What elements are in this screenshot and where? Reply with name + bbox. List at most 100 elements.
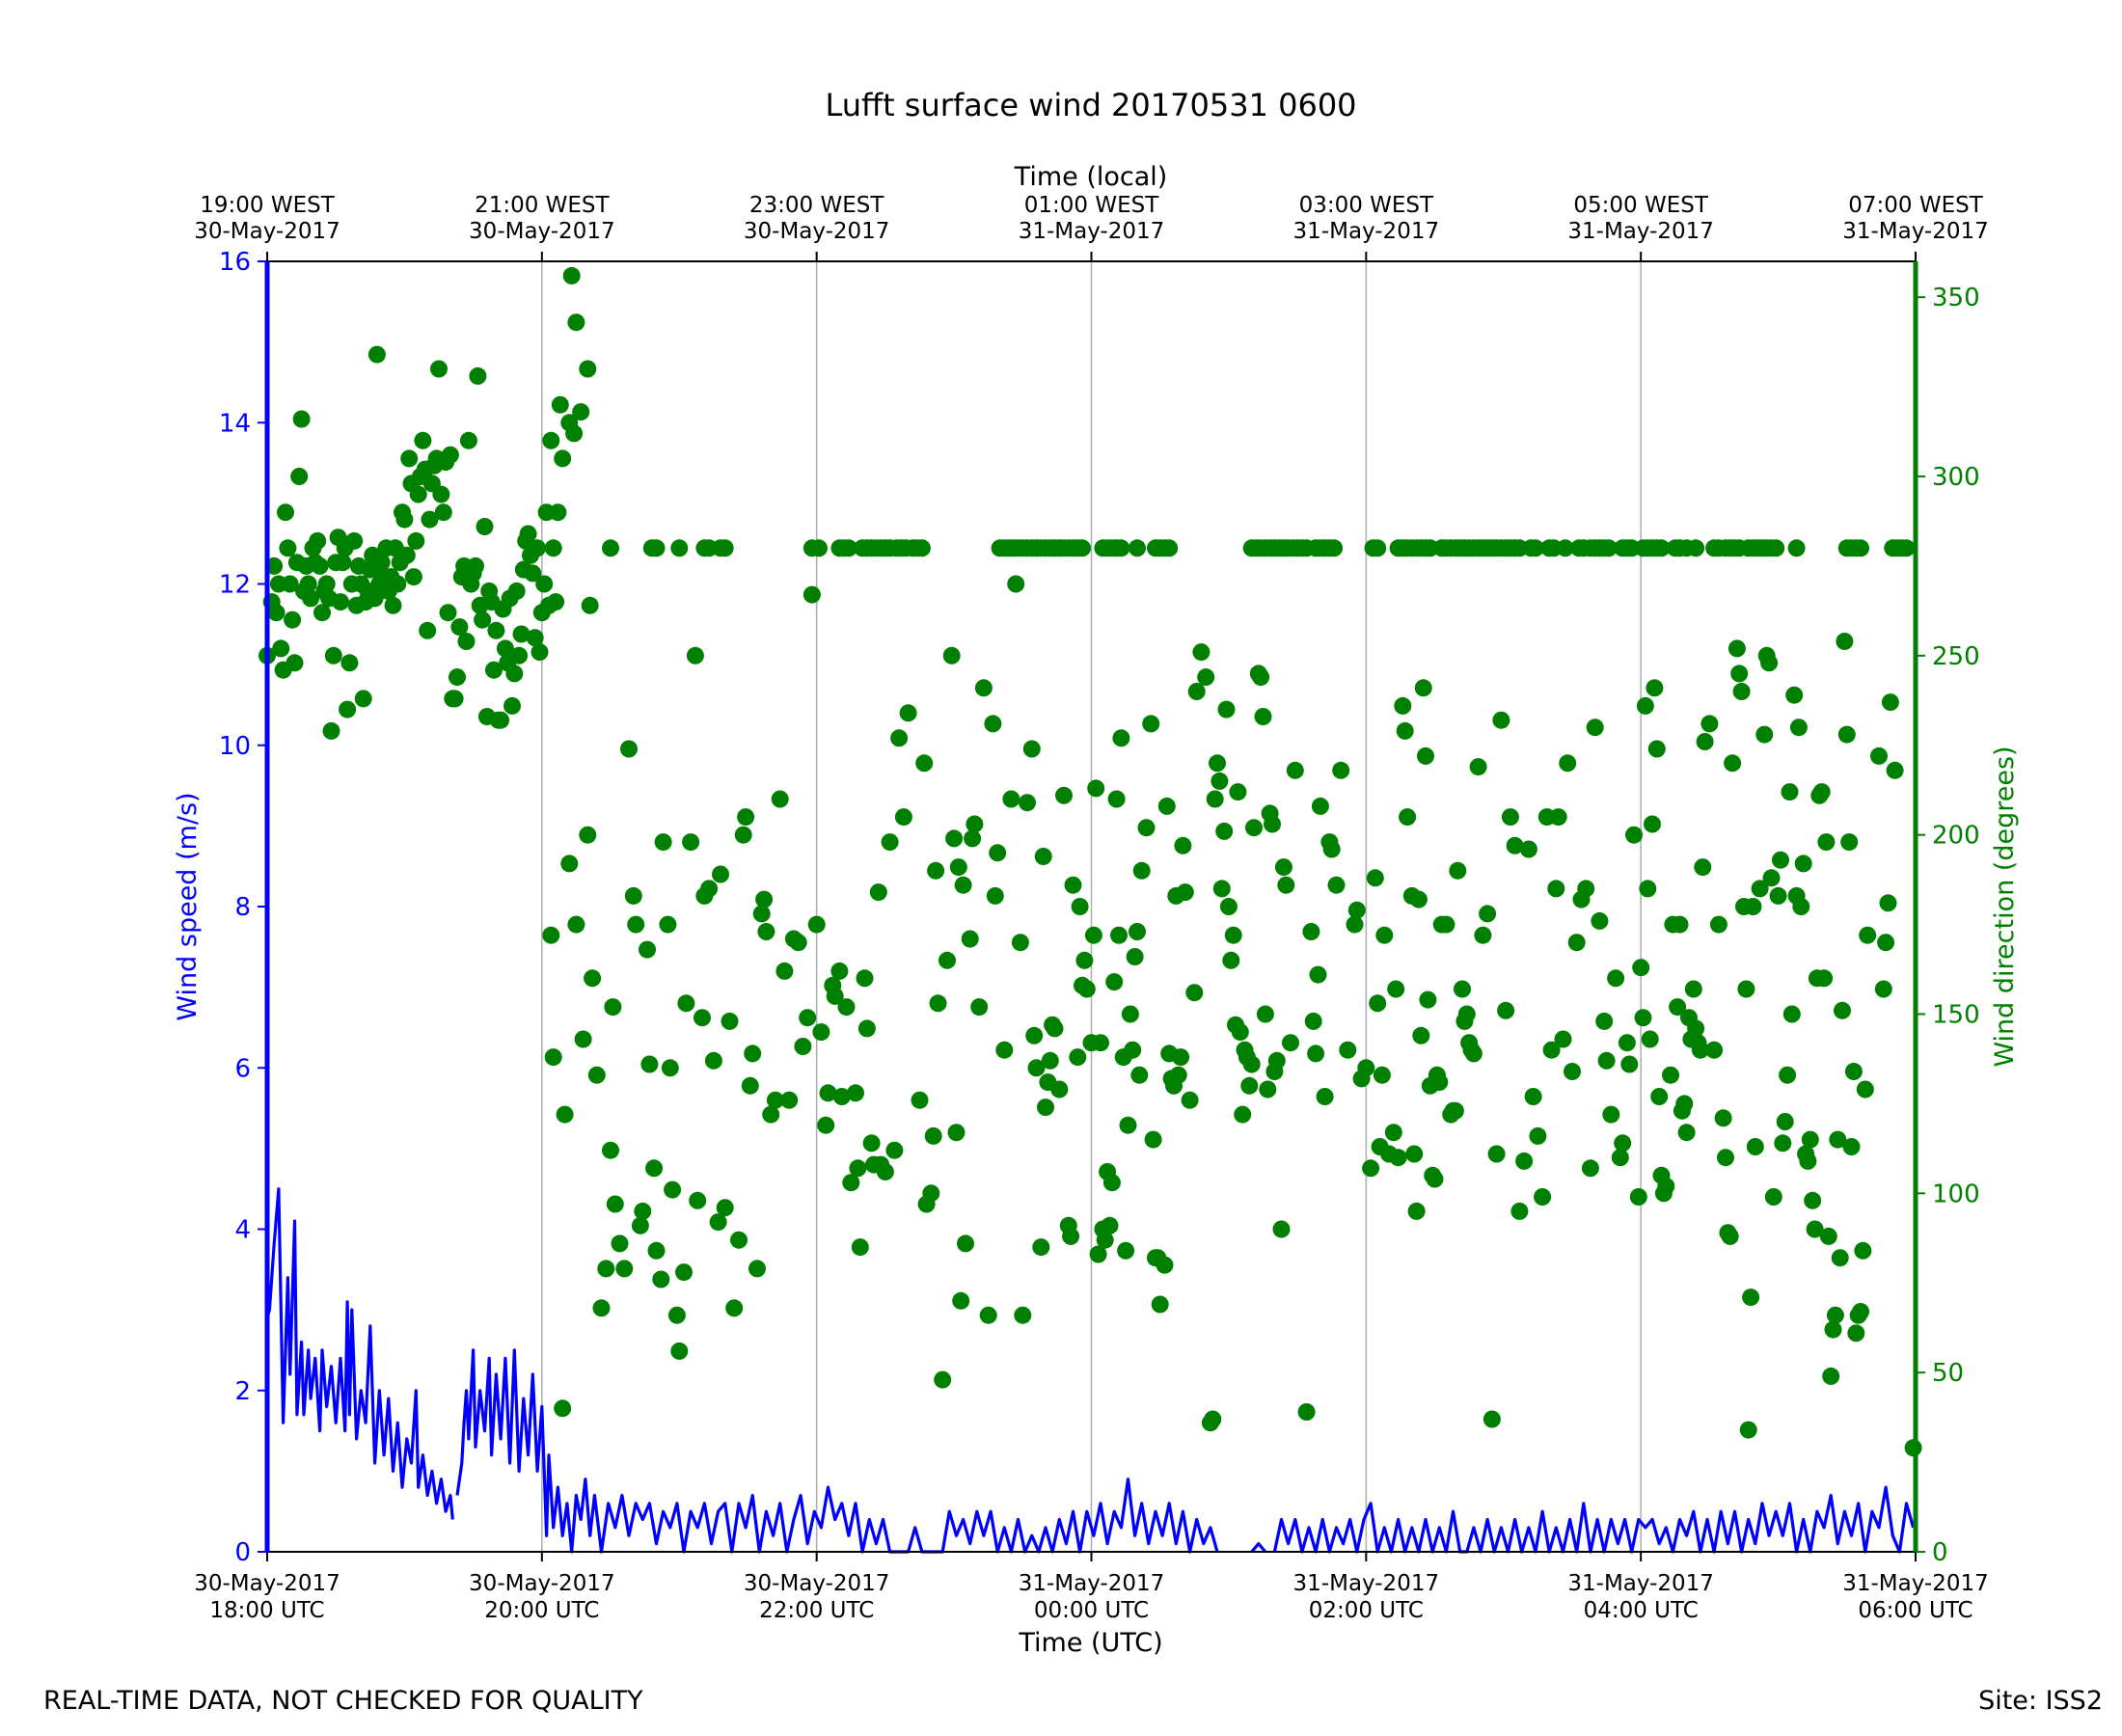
wind-direction-point xyxy=(890,729,909,747)
wind-direction-point xyxy=(1724,754,1742,773)
wind-direction-point xyxy=(1829,1130,1847,1149)
wind-direction-point xyxy=(1746,1138,1764,1155)
wind-direction-point xyxy=(647,539,666,557)
wind-direction-point xyxy=(1870,746,1888,765)
wind-direction-point xyxy=(716,539,734,557)
wind-direction-point xyxy=(1524,1088,1542,1105)
wind-direction-point xyxy=(799,1009,817,1027)
wind-direction-point xyxy=(812,1023,830,1042)
wind-direction-point xyxy=(1859,926,1877,944)
wind-direction-point xyxy=(1634,1009,1652,1027)
wind-direction-point xyxy=(542,926,560,944)
wind-direction-point xyxy=(709,1213,727,1232)
wind-direction-point xyxy=(929,994,947,1013)
wind-direction-point xyxy=(857,1019,876,1038)
wind-direction-point xyxy=(430,360,448,378)
wind-direction-point xyxy=(639,940,656,959)
wind-direction-point xyxy=(512,625,530,643)
wind-direction-point xyxy=(654,833,672,852)
wind-direction-point xyxy=(952,1291,970,1310)
wind-direction-point xyxy=(682,833,700,852)
wind-direction-point xyxy=(1519,840,1537,858)
wind-direction-point xyxy=(1327,876,1346,894)
wind-direction-point xyxy=(942,646,961,665)
wind-direction-point xyxy=(645,1159,664,1178)
wind-direction-point xyxy=(830,962,849,980)
wind-direction-point xyxy=(675,1263,693,1282)
x-tick-label-time: 04:00 UTC xyxy=(1584,1598,1699,1623)
wind-direction-point xyxy=(1614,1134,1632,1153)
wind-direction-point xyxy=(885,1141,904,1159)
x-top-tick-label-date: 31-May-2017 xyxy=(1293,219,1440,244)
x-tick-label-date: 31-May-2017 xyxy=(1293,1571,1440,1596)
wind-direction-point xyxy=(927,861,945,880)
wind-direction-point xyxy=(1732,683,1751,700)
wind-direction-point xyxy=(640,1055,659,1073)
wind-direction-point xyxy=(826,987,844,1005)
wind-direction-point xyxy=(1454,980,1471,998)
wind-direction-point xyxy=(1510,1202,1529,1220)
wind-direction-point xyxy=(984,715,1002,733)
wind-direction-point xyxy=(474,610,492,629)
wind-direction-point xyxy=(856,969,874,988)
wind-direction-point xyxy=(1311,797,1329,815)
wind-direction-point xyxy=(894,808,912,827)
wind-direction-point xyxy=(1405,1145,1424,1163)
wind-direction-point xyxy=(1369,539,1387,557)
wind-direction-point xyxy=(302,589,320,608)
wind-direction-point xyxy=(689,1191,707,1209)
wind-direction-point xyxy=(1760,654,1779,672)
wind-direction-point xyxy=(1267,1051,1286,1070)
wind-direction-point xyxy=(526,629,544,647)
wind-direction-point xyxy=(1282,1034,1299,1052)
wind-direction-point xyxy=(467,556,484,575)
wind-direction-point xyxy=(1407,1202,1426,1220)
wind-direction-point xyxy=(1107,790,1126,808)
wind-direction-point xyxy=(1815,969,1834,988)
wind-direction-point xyxy=(1414,679,1432,697)
wind-direction-point xyxy=(1176,883,1194,902)
wind-direction-point xyxy=(647,1241,666,1260)
wind-direction-point xyxy=(670,539,689,557)
wind-direction-point xyxy=(1611,1149,1629,1167)
wind-direction-point xyxy=(974,679,993,697)
wind-direction-point xyxy=(1316,1088,1334,1105)
wind-direction-point xyxy=(1002,790,1020,808)
wind-direction-point xyxy=(476,518,494,535)
wind-direction-point xyxy=(1069,1048,1087,1067)
wind-direction-point xyxy=(1599,539,1618,557)
wind-direction-point xyxy=(1231,1023,1249,1042)
wind-direction-point xyxy=(762,1105,780,1124)
wind-direction-point xyxy=(292,410,311,428)
wind-direction-point xyxy=(459,431,477,449)
wind-direction-point xyxy=(1014,1306,1032,1324)
wind-direction-point xyxy=(1071,898,1089,915)
wind-direction-point xyxy=(1185,984,1204,1002)
wind-direction-point xyxy=(712,865,729,883)
wind-direction-point xyxy=(954,876,972,894)
wind-direction-point xyxy=(1302,923,1320,940)
wind-direction-point xyxy=(407,531,425,550)
wind-direction-point xyxy=(624,886,642,905)
wind-direction-point xyxy=(1632,959,1650,977)
wind-direction-point xyxy=(1782,1005,1801,1023)
wind-direction-point xyxy=(339,700,357,719)
wind-direction-point xyxy=(384,596,402,614)
wind-direction-point xyxy=(1879,894,1897,912)
wind-direction-point xyxy=(334,554,352,572)
wind-direction-point xyxy=(794,1038,812,1055)
wind-direction-point xyxy=(1132,861,1151,880)
wind-direction-point xyxy=(1187,683,1206,700)
wind-direction-point xyxy=(1742,1288,1760,1307)
wind-direction-point xyxy=(1077,980,1096,998)
wind-direction-point xyxy=(1277,876,1295,894)
wind-direction-point xyxy=(1089,1245,1107,1263)
wind-direction-point xyxy=(949,858,967,877)
wind-direction-point xyxy=(1375,926,1394,944)
wind-direction-point xyxy=(313,604,331,622)
wind-direction-point xyxy=(1671,915,1689,934)
wind-direction-point xyxy=(1181,1091,1199,1109)
wind-direction-point xyxy=(299,575,317,593)
